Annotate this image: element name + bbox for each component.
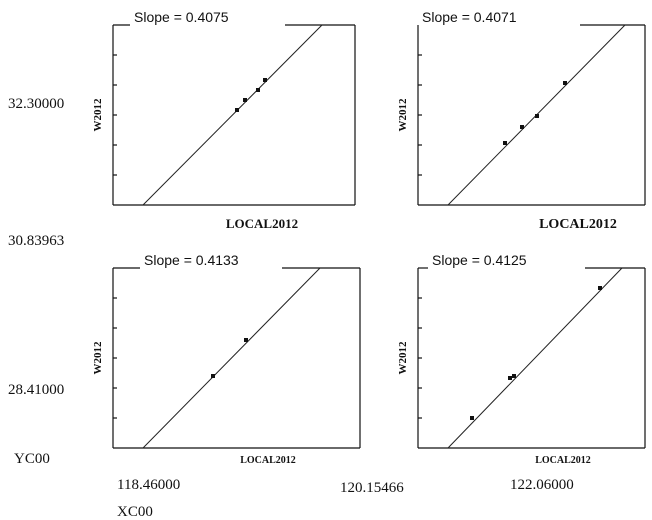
y-axis-label: W2012 — [92, 341, 104, 375]
slope-label: Slope = 0.4071 — [422, 9, 517, 25]
slope-label: Slope = 0.4125 — [432, 252, 527, 268]
regression-line — [447, 267, 623, 449]
x-axis-label: LOCAL2012 — [539, 217, 617, 232]
y-coord-label: 28.41000 — [8, 382, 64, 398]
x-axis-label: LOCAL2012 — [240, 455, 296, 466]
point — [503, 141, 507, 145]
x-coord-label: 118.46000 — [117, 477, 180, 493]
point — [470, 416, 474, 420]
point — [563, 81, 567, 85]
point — [235, 108, 239, 112]
point — [598, 286, 602, 290]
regression-line — [142, 24, 323, 206]
y-axis-label: W2012 — [397, 341, 409, 375]
point — [508, 376, 512, 380]
point — [243, 98, 247, 102]
y-axis-label: W2012 — [397, 98, 409, 132]
regression-line — [142, 267, 321, 449]
point — [256, 88, 260, 92]
y-coord-label: 32.30000 — [8, 96, 64, 112]
point — [211, 374, 215, 378]
y-coord-label: 30.83963 — [8, 233, 64, 249]
y-axis-label: W2012 — [92, 98, 104, 132]
point — [244, 338, 248, 342]
y-name-label: YC00 — [14, 451, 50, 467]
x-axis-label: LOCAL2012 — [226, 216, 298, 231]
point — [535, 114, 539, 118]
point — [263, 78, 267, 82]
x-axis-label: LOCAL2012 — [535, 455, 591, 466]
point — [512, 374, 516, 378]
x-name-label: XC00 — [117, 504, 153, 520]
slope-label: Slope = 0.4075 — [134, 9, 229, 25]
x-coord-label: 120.15466 — [340, 480, 404, 496]
x-coord-label: 122.06000 — [510, 477, 574, 493]
point — [520, 125, 524, 129]
slope-label: Slope = 0.4133 — [144, 252, 239, 268]
